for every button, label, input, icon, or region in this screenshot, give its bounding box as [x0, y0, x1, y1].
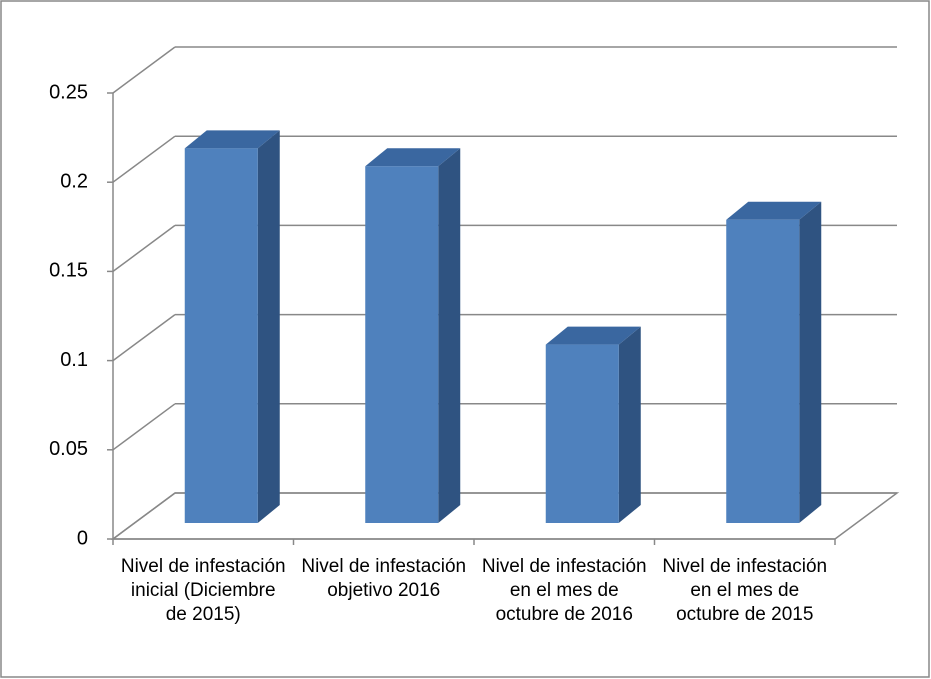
- x-tick-label: Nivel de infestación en el mes de octubr…: [662, 556, 828, 625]
- grid-line: [112, 46, 176, 94]
- bar-side: [257, 130, 280, 524]
- y-tick-label: 0.15: [49, 260, 88, 282]
- grid-line: [112, 135, 176, 183]
- bar: [365, 166, 439, 523]
- grid-line: [112, 403, 176, 451]
- y-tick-label: 0: [77, 527, 88, 549]
- y-tick-label: 0.25: [49, 81, 88, 103]
- bar-side: [618, 326, 641, 523]
- bar-side: [438, 148, 461, 523]
- x-tick-label: Nivel de infestación en el mes de octubr…: [481, 556, 647, 625]
- bar: [726, 219, 800, 523]
- bar-top: [184, 130, 280, 149]
- y-tick-label: 0.2: [60, 170, 88, 192]
- y-tick-label: 0.1: [60, 349, 88, 371]
- bar-top: [545, 326, 641, 345]
- grid-line: [112, 313, 176, 362]
- grid-line: [112, 492, 176, 540]
- x-tick-label: Nivel de infestación objetivo 2016: [301, 556, 467, 601]
- bar-side: [799, 201, 822, 523]
- bar: [545, 344, 619, 523]
- y-tick-label: 0.05: [49, 438, 88, 460]
- bar-top: [726, 201, 822, 220]
- bar-top: [365, 148, 461, 167]
- x-tick-label: Nivel de infestación inicial (Diciembre …: [120, 556, 286, 625]
- grid-line: [112, 224, 176, 273]
- bar: [184, 148, 258, 524]
